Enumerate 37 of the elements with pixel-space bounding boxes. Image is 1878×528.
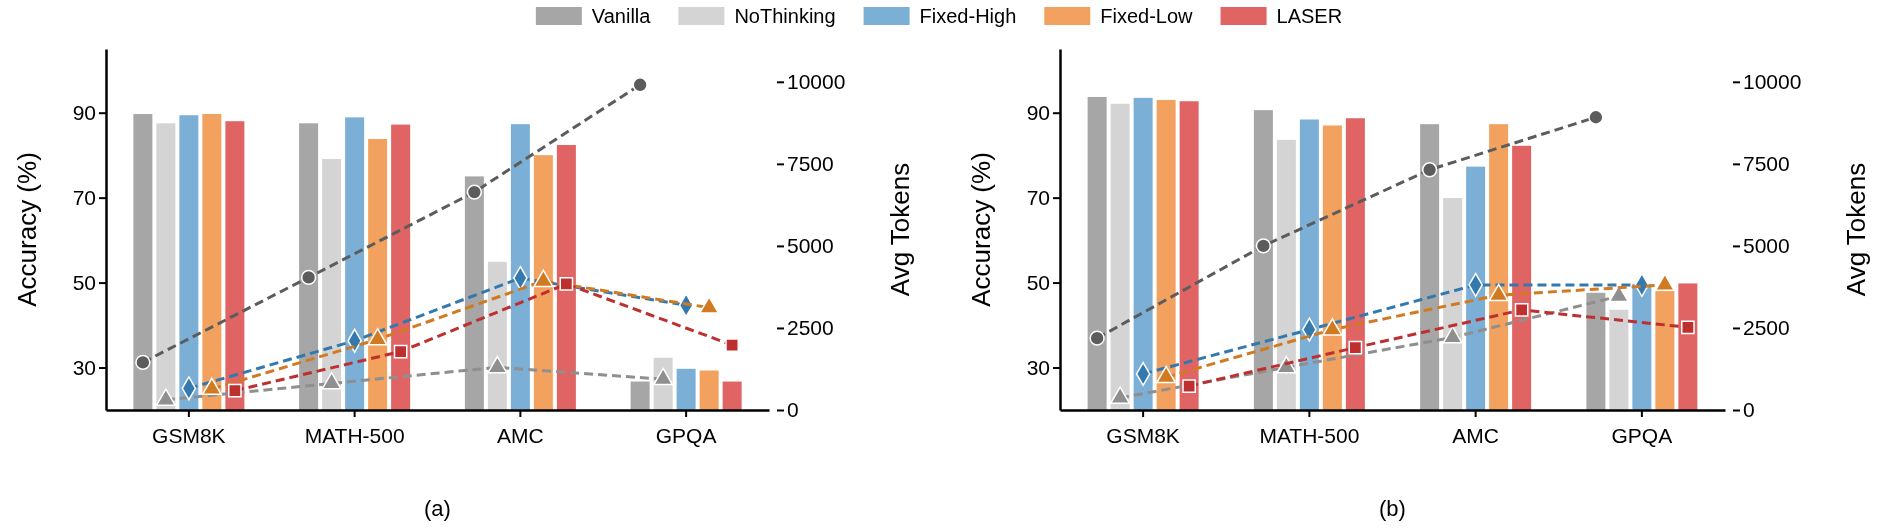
y2-tick-label: 0 xyxy=(787,398,799,422)
y2-tick-label: 10000 xyxy=(787,70,846,94)
y-tick-label: 30 xyxy=(1026,355,1050,379)
x-tick-label: GPQA xyxy=(655,424,717,448)
legend-label: Fixed-High xyxy=(919,5,1017,27)
x-tick-label: MATH-500 xyxy=(304,424,405,448)
y2-tick-label: 5000 xyxy=(1743,234,1790,258)
x-tick-label: AMC xyxy=(1452,424,1499,448)
x-tick-label: MATH-500 xyxy=(1259,424,1360,448)
y2-tick-label: 5000 xyxy=(787,234,834,258)
y-tick-label: 30 xyxy=(72,355,96,379)
y-tick-label: 90 xyxy=(1026,100,1050,124)
y2-tick-label: 7500 xyxy=(1743,152,1790,176)
y2-tick-label: 2500 xyxy=(1743,316,1790,340)
y2-tick-label: 10000 xyxy=(1743,70,1802,94)
x-tick-label: GPQA xyxy=(1611,424,1673,448)
y-axis-title: Accuracy (%) xyxy=(12,152,42,307)
y2-tick-label: 2500 xyxy=(787,316,834,340)
y-tick-label: 70 xyxy=(1026,185,1050,209)
y2-tick-label: 7500 xyxy=(787,152,834,176)
x-tick-label: GSM8K xyxy=(1106,424,1180,448)
legend-label: Vanilla xyxy=(591,5,652,27)
y2-axis-title: Avg Tokens xyxy=(885,162,915,297)
legend-label: LASER xyxy=(1276,5,1343,27)
y-tick-label: 70 xyxy=(72,185,96,209)
y-tick-label: 50 xyxy=(72,270,96,294)
y-axis-title: Accuracy (%) xyxy=(966,152,996,307)
y-tick-label: 50 xyxy=(1026,270,1050,294)
legend-label: NoThinking xyxy=(734,5,836,27)
y-tick-label: 90 xyxy=(72,100,96,124)
x-tick-label: GSM8K xyxy=(152,424,226,448)
legend-label: Fixed-Low xyxy=(1100,5,1194,27)
y2-axis-title: Avg Tokens xyxy=(1841,162,1871,297)
text: (a) xyxy=(424,496,451,521)
x-tick-label: AMC xyxy=(497,424,544,448)
text: (b) xyxy=(1379,496,1406,521)
y2-tick-label: 0 xyxy=(1743,398,1755,422)
